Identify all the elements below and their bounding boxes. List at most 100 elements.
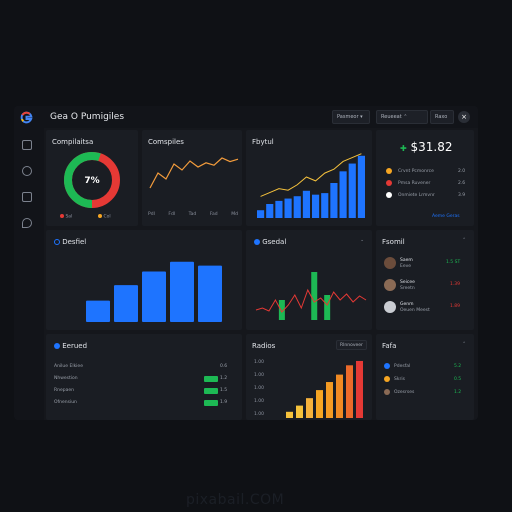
chevron-down-icon[interactable]: ⌄ xyxy=(360,238,364,243)
row-label: Ofnensiun xyxy=(54,400,77,405)
row-value: 1.9 xyxy=(220,400,228,405)
briefcase-icon[interactable] xyxy=(22,192,32,202)
item-label: Onmiete Lrmvnr xyxy=(398,193,435,198)
list-item: Ofnensiun 1.9 xyxy=(54,398,234,410)
y-label: 1.00 xyxy=(254,373,265,378)
dashboard-window: Gea O Pumigiles Pasmeor ▾ Reueeat ⌃ Raxo… xyxy=(14,106,478,420)
list-item: Pdesfal 5.2 xyxy=(384,362,470,375)
status-dot xyxy=(386,180,392,186)
row-value: 1.5 xyxy=(220,388,228,393)
status-dot xyxy=(384,363,390,369)
avatar xyxy=(384,257,396,269)
user-value: 1.39 xyxy=(450,282,461,287)
bar xyxy=(348,163,356,218)
series-line xyxy=(149,157,239,189)
status-pill xyxy=(204,400,218,406)
close-icon[interactable]: × xyxy=(458,111,470,123)
legend-col: Col xyxy=(98,214,111,220)
panel-title: Fbytul xyxy=(252,138,274,146)
bar xyxy=(198,265,222,322)
bar xyxy=(321,193,329,218)
dropdown-button-2[interactable]: Reueeat ⌃ xyxy=(376,110,428,124)
bar xyxy=(284,198,292,218)
line-chart xyxy=(149,157,239,189)
radios-panel: Radios Rlnnoveer 1.00 1.00 1.00 1.00 1.0… xyxy=(246,334,372,420)
bar xyxy=(336,374,343,418)
bar xyxy=(330,183,338,218)
panel-title: Compilaitsa xyxy=(52,138,94,146)
user-value: 1.5 ST xyxy=(446,260,461,265)
series-line xyxy=(260,153,362,197)
list-item: Anilue Elkiee 0.6 xyxy=(54,362,234,374)
line-chart xyxy=(255,272,367,320)
y-label: 1.00 xyxy=(254,386,265,391)
list-item[interactable]: Saem Eeve 1.5 ST xyxy=(384,256,470,278)
bar xyxy=(275,200,283,218)
row-value: 0.6 xyxy=(220,364,228,369)
x-label: Md xyxy=(231,212,238,217)
panel-title-wrap: Desfiel xyxy=(54,238,86,246)
row-label: Ozesrses xyxy=(394,390,415,395)
top-bar: Gea O Pumigiles Pasmeor ▾ Reueeat ⌃ Raxo… xyxy=(14,106,478,128)
legend-label: Col xyxy=(103,214,111,220)
bar xyxy=(266,204,274,218)
bar xyxy=(114,285,138,322)
list-item[interactable]: Genm Oeuen Meest 1.89 xyxy=(384,300,470,322)
row-label: Pdesfal xyxy=(394,364,411,369)
list-item: Crvnt Pcmonrce 2.0 xyxy=(384,166,468,178)
x-axis-labels: Pdl Fdl Tad Fad Md xyxy=(148,212,238,217)
chevron-up-icon[interactable]: ⌃ xyxy=(462,342,466,347)
item-label: Pmsa Ruvener xyxy=(398,181,431,186)
panel-title: Fafa xyxy=(382,342,397,350)
bar xyxy=(311,272,318,320)
gauge-chart: 7% xyxy=(64,152,120,208)
dropdown-label-2: Reueeat xyxy=(381,114,402,120)
y-label: 1.00 xyxy=(254,399,265,404)
filter-button[interactable]: Rlnnoveer xyxy=(336,340,367,350)
google-logo-icon[interactable] xyxy=(20,111,33,124)
user-sub: Eeve xyxy=(400,264,412,269)
y-axis-labels: 1.00 1.00 1.00 1.00 1.00 xyxy=(254,360,264,417)
gsedal-panel: Gsedal ⌄ xyxy=(246,230,372,330)
list-item: Rnepaen 1.5 xyxy=(54,386,234,398)
status-dot xyxy=(386,192,392,198)
row-label: Skris xyxy=(394,377,405,382)
bar xyxy=(316,390,323,418)
user-sub: Oeuen Meest xyxy=(400,308,430,313)
home-icon[interactable] xyxy=(22,140,32,150)
amount-panel: ✚ $31.82 Crvnt Pcmonrce 2.0 Pmsa Ruvener… xyxy=(376,130,474,226)
chat-icon[interactable] xyxy=(22,166,32,176)
comparison-line-panel: Comspiles Pdl Fdl Tad Fad Md xyxy=(142,130,242,226)
bar xyxy=(339,171,347,218)
avatar xyxy=(384,279,396,291)
dropdown-button-1[interactable]: Pasmeor ▾ xyxy=(332,110,370,124)
bar xyxy=(293,196,301,218)
panel-title: Eerued xyxy=(62,342,88,350)
sidebar xyxy=(14,128,44,420)
up-arrow-icon: ✚ xyxy=(400,144,407,153)
list-item: Skris 0.5 xyxy=(384,375,470,388)
eerued-panel: Eerued Anilue Elkiee 0.6 Nhwestion 1.2 R… xyxy=(46,334,242,420)
bar xyxy=(142,271,166,322)
drop-icon[interactable] xyxy=(22,218,32,228)
bar-chart xyxy=(86,261,222,322)
chevron-up-icon[interactable]: ⌃ xyxy=(462,238,466,243)
eerued-list: Anilue Elkiee 0.6 Nhwestion 1.2 Rnepaen … xyxy=(54,362,234,410)
panel-title-wrap: Gsedal xyxy=(254,238,286,246)
list-item[interactable]: Seicee Sreetn 1.39 xyxy=(384,278,470,300)
bar xyxy=(324,295,331,320)
x-label: Tad xyxy=(188,212,197,217)
user-name: Seicee xyxy=(400,280,415,285)
bar xyxy=(296,405,303,418)
x-label: Pdl xyxy=(148,212,155,217)
view-more-link[interactable]: Aeme Geras xyxy=(432,214,460,219)
bar xyxy=(170,261,194,322)
y-label: 1.00 xyxy=(254,360,265,365)
dropdown-button-3[interactable]: Raxo xyxy=(430,110,454,124)
panel-title: Gsedal xyxy=(262,238,287,246)
series-line xyxy=(255,288,367,313)
status-dot xyxy=(384,389,390,395)
status-pill xyxy=(204,376,218,382)
bar xyxy=(346,365,353,418)
x-label: Fad xyxy=(209,212,218,217)
